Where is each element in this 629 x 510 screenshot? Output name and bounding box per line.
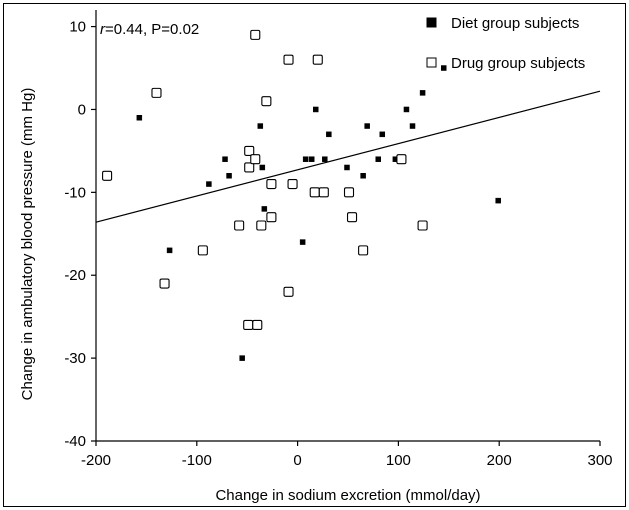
x-tick-label: 100: [386, 452, 411, 469]
drug-point: [283, 286, 294, 297]
diet-point: [326, 131, 332, 138]
drug-point: [346, 212, 358, 223]
r-symbol: r: [100, 21, 106, 38]
y-axis-label: Change in ambulatory blood pressure (mm …: [19, 88, 36, 401]
diet-point: [136, 115, 143, 121]
diet-point: [344, 164, 350, 171]
diet-point: [166, 247, 173, 254]
diet-point: [403, 106, 410, 113]
diet-point: [259, 164, 266, 171]
drug-point: [261, 96, 272, 107]
r-value-text: =0.44, P=0.02: [105, 21, 199, 38]
diet-point: [409, 123, 416, 129]
drug-point: [252, 319, 263, 331]
diet-point: [206, 181, 212, 187]
drug-point: [396, 154, 407, 165]
drug-point: [102, 170, 113, 181]
drug-point: [151, 87, 162, 98]
drug-point: [250, 29, 261, 40]
drug-point: [358, 245, 369, 256]
diet-point: [261, 206, 268, 212]
diet-point: [257, 123, 264, 129]
x-axis-label: Change in sodium excretion (mmol/day): [215, 487, 480, 504]
drug-series: [102, 29, 428, 331]
drug-point: [283, 54, 294, 65]
drug-point: [266, 212, 277, 223]
y-tick-label: -10: [64, 184, 86, 201]
drug-point: [318, 187, 329, 198]
drug-point: [244, 162, 255, 173]
diet-point: [419, 90, 426, 96]
drug-point: [417, 220, 428, 231]
drug-point: [243, 319, 254, 331]
drug-point: [234, 220, 245, 231]
drug-point: [287, 179, 298, 190]
diet-point: [302, 156, 309, 162]
diet-point: [312, 106, 319, 113]
drug-point: [159, 278, 170, 289]
legend-label-drug: Drug group subjects: [451, 55, 585, 72]
x-tick-label: 0: [293, 452, 301, 469]
diet-point: [495, 197, 501, 204]
drug-point: [250, 154, 261, 165]
drug-point: [266, 179, 277, 190]
drug-point: [256, 220, 267, 231]
y-tick-label: 10: [69, 19, 86, 36]
x-tick-label: 200: [487, 452, 512, 469]
diet-point: [222, 156, 228, 162]
diet-point: [308, 156, 315, 162]
y-tick-label: 0: [78, 101, 86, 118]
x-tick-label: -100: [182, 452, 212, 469]
correlation-annotation: r=0.44, P=0.02: [100, 21, 199, 38]
drug-point: [312, 54, 323, 65]
drug-point: [197, 245, 208, 256]
diet-point: [299, 239, 306, 245]
x-tick-label: 300: [587, 452, 612, 469]
diet-point: [226, 173, 232, 179]
regression-line: [95, 90, 601, 223]
y-tick-label: -40: [64, 433, 86, 450]
diet-point: [322, 156, 328, 162]
figure-border: [3, 3, 626, 507]
diet-point: [364, 123, 370, 129]
drug-point: [309, 187, 320, 198]
y-tick-label: -20: [64, 267, 86, 284]
legend-marker-drug: [426, 57, 437, 68]
x-tick-label: -200: [81, 452, 111, 469]
drug-point: [343, 187, 355, 198]
legend: Diet group subjects Drug group subjects: [426, 15, 585, 72]
legend-marker-diet: [426, 17, 437, 28]
diet-point: [375, 156, 381, 162]
drug-point: [244, 145, 255, 156]
diet-point: [379, 131, 386, 138]
diet-point: [441, 65, 447, 71]
diet-series: [136, 65, 501, 361]
legend-label-diet: Diet group subjects: [451, 15, 579, 32]
diet-point: [360, 173, 366, 179]
diet-point: [239, 355, 245, 361]
y-tick-label: -30: [64, 350, 86, 367]
